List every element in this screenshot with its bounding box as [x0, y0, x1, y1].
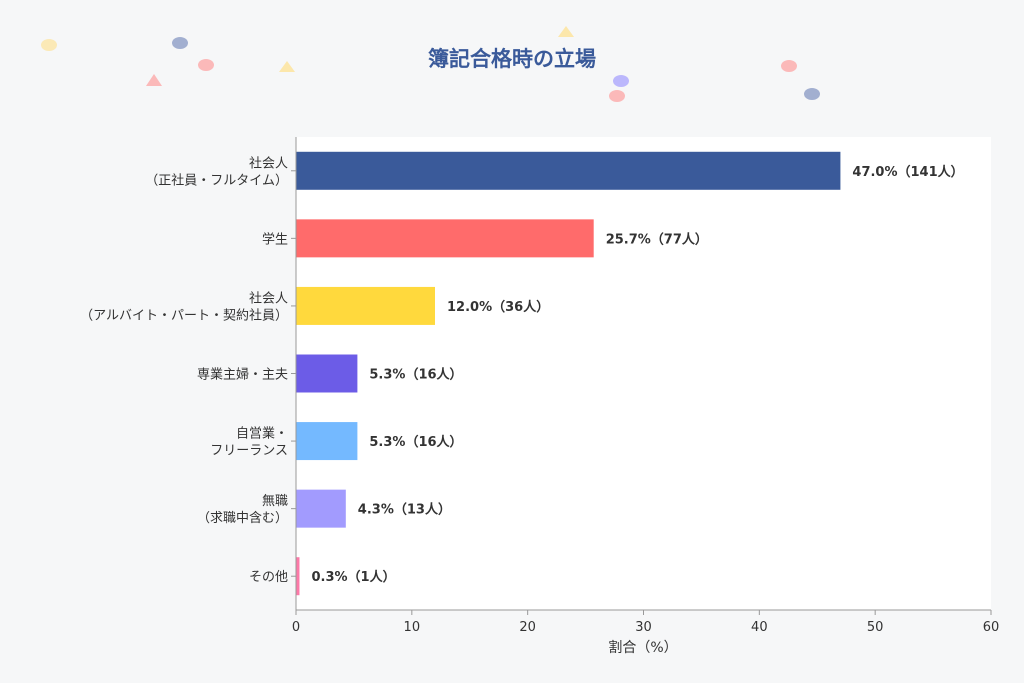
decor-dot	[41, 39, 57, 51]
category-label: 専業主婦・主夫	[197, 367, 288, 383]
x-tick-label: 10	[404, 620, 421, 635]
category-label: （正社員・フルタイム）	[145, 172, 288, 188]
category-label: （求職中含む）	[197, 510, 288, 526]
decor-dot	[804, 88, 820, 100]
bar	[296, 422, 358, 461]
bar-series: 47.0%（141人） 25.7%（77人） 12.0%（36人） 5.3%（16人）…	[296, 151, 964, 596]
plot-area	[296, 137, 991, 610]
decor-dot	[613, 75, 629, 87]
chart-title: 簿記合格時の立場	[428, 47, 596, 71]
decor-dot	[172, 37, 188, 49]
x-tick-label: 0	[292, 620, 300, 635]
bar	[296, 489, 346, 528]
bar	[296, 286, 435, 325]
bar	[296, 557, 300, 596]
data-label: 47.0%（141人）	[852, 164, 963, 180]
data-label: 12.0%（36人）	[447, 299, 549, 315]
decor-triangle	[558, 26, 574, 37]
data-label: 25.7%（77人）	[606, 231, 708, 247]
x-tick-label: 30	[635, 620, 652, 635]
x-tick-label: 60	[983, 620, 1000, 635]
decor-dot	[781, 60, 797, 72]
category-label: 学生	[262, 231, 288, 247]
data-label: 5.3%（16人）	[369, 434, 462, 450]
category-label: 自営業・	[236, 426, 288, 442]
data-label: 4.3%（13人）	[358, 502, 451, 518]
decor-dot	[609, 90, 625, 102]
axes: 社会人（正社員・フルタイム）学生社会人（アルバイト・パート・契約社員）専業主婦・…	[80, 137, 999, 635]
category-label: その他	[249, 570, 288, 585]
category-label: 社会人	[249, 155, 288, 171]
bar	[296, 354, 358, 393]
data-label: 0.3%（1人）	[311, 569, 395, 585]
x-axis-label: 割合（%）	[608, 639, 677, 656]
decor-triangle	[146, 74, 162, 86]
x-tick-label: 50	[867, 620, 884, 635]
category-label: （アルバイト・パート・契約社員）	[80, 307, 288, 323]
x-tick-label: 20	[519, 620, 536, 635]
decor-dot	[198, 59, 214, 71]
category-label: 無職	[262, 494, 288, 509]
bar	[296, 219, 594, 258]
category-label: フリーランス	[210, 444, 288, 459]
category-label: 社会人	[249, 290, 288, 306]
decor-triangle	[279, 61, 295, 72]
data-label: 5.3%（16人）	[369, 367, 462, 383]
bar	[296, 151, 841, 190]
decoration-shapes	[41, 26, 820, 102]
x-tick-label: 40	[751, 620, 768, 635]
